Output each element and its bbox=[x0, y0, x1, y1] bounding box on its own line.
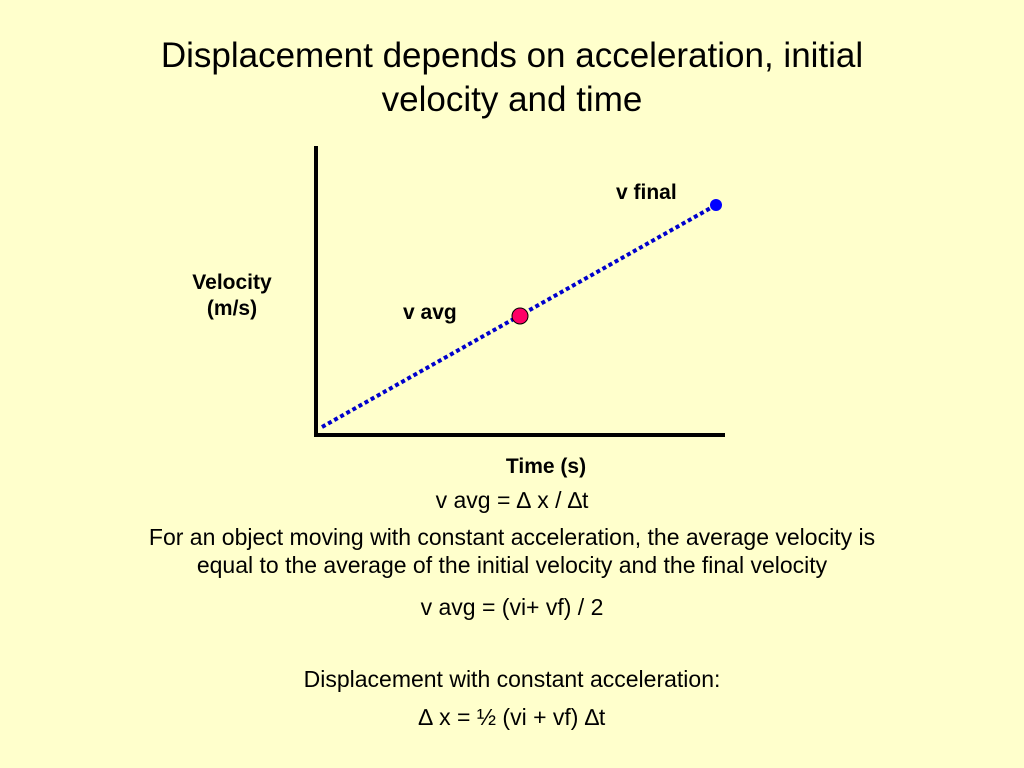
y-axis-label-line-1: Velocity bbox=[192, 271, 272, 294]
displacement-formula: ∆ x = ½ (vi + vf) ∆t bbox=[418, 704, 606, 730]
slide-title-line-1: Displacement depends on acceleration, in… bbox=[160, 36, 864, 75]
v-avg-average-formula: v avg = (vi+ vf) / 2 bbox=[420, 594, 604, 620]
slide-title-line-2: velocity and time bbox=[381, 80, 643, 119]
displacement-heading: Displacement with constant acceleration: bbox=[303, 666, 721, 692]
v-final-label: v final bbox=[616, 181, 677, 204]
v-final-point bbox=[710, 199, 722, 211]
paragraph-line-1: For an object moving with constant accel… bbox=[148, 524, 876, 550]
y-axis-label: Velocity (m/s) bbox=[172, 270, 292, 322]
constant-acceleration-paragraph: For an object moving with constant accel… bbox=[40, 523, 984, 579]
x-axis-label: Time (s) bbox=[505, 455, 587, 478]
v-avg-point bbox=[511, 307, 529, 325]
v-avg-definition-formula: v avg = ∆ x / ∆t bbox=[435, 487, 589, 513]
y-axis-label-line-2: (m/s) bbox=[206, 297, 258, 320]
paragraph-line-2: equal to the average of the initial velo… bbox=[196, 552, 828, 578]
v-avg-label: v avg bbox=[403, 301, 457, 324]
slide-title: Displacement depends on acceleration, in… bbox=[62, 34, 962, 122]
